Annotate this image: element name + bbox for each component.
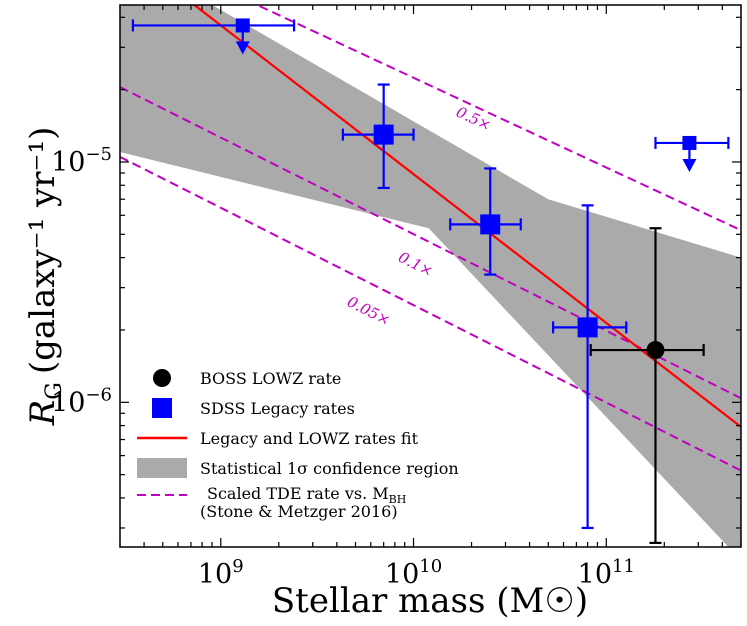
y-axis-label-main: R	[23, 400, 63, 427]
sdss-point-3-marker	[577, 317, 598, 338]
sdss-point-4-marker	[682, 135, 697, 150]
y-tick-label-0: 10−6	[51, 384, 112, 418]
sdss-point-0-marker	[235, 18, 250, 33]
sdss-point-0-limit-arrow	[235, 41, 250, 55]
tde-line-label-2: 0.05×	[344, 293, 393, 330]
tde-line-label-0: 0.5×	[453, 103, 494, 135]
axis-ticks	[119, 5, 742, 547]
tde-line-2	[120, 155, 741, 472]
legend-item-boss: BOSS LOWZ rate	[153, 369, 341, 388]
x-tick-label-2: 1011	[578, 556, 635, 590]
sdss-point-0	[131, 18, 296, 55]
legend-label-tde: Scaled TDE rate vs. MBH	[207, 484, 406, 506]
confidence-region	[120, 5, 741, 547]
sdss-point-4	[654, 135, 730, 172]
legend-marker-region	[137, 458, 187, 478]
legend-item-tde: Scaled TDE rate vs. MBH(Stone & Metzger …	[137, 484, 406, 521]
y-axis-label-unit: (galaxy⁻¹ yr⁻¹)	[23, 127, 63, 375]
legend-marker-sdss	[152, 398, 172, 418]
legend-item-fit: Legacy and LOWZ rates fit	[137, 429, 419, 448]
x-tick-label-0: 109	[198, 556, 244, 590]
plot-frame	[119, 4, 742, 548]
fit-line	[192, 5, 741, 428]
x-axis-label: Stellar mass (M☉)	[272, 581, 588, 621]
legend-marker-boss	[153, 369, 171, 387]
x-tick-label-1: 1010	[385, 556, 442, 590]
tde-line-label-1: 0.1×	[395, 248, 436, 280]
y-axis-label-sub: G	[42, 382, 67, 400]
sdss-point-1	[341, 83, 415, 190]
sdss-point-2-marker	[480, 214, 501, 235]
legend-label-sdss: SDSS Legacy rates	[200, 399, 355, 418]
legend-label-boss: BOSS LOWZ rate	[200, 369, 341, 388]
legend-label-region: Statistical 1σ confidence region	[200, 459, 459, 478]
tick-labels: 109 1010 1011 10−6 10−5	[51, 144, 635, 590]
y-tick-label-1: 10−5	[51, 144, 112, 178]
legend-label-tde-line2: (Stone & Metzger 2016)	[200, 502, 398, 521]
legend-label-fit: Legacy and LOWZ rates fit	[200, 429, 419, 448]
legend-item-region: Statistical 1σ confidence region	[137, 458, 459, 478]
sdss-point-3	[552, 204, 628, 530]
boss-point-marker	[646, 341, 665, 360]
sdss-point-1-marker	[373, 124, 394, 145]
boss-point	[589, 227, 705, 545]
y-axis-label: RG (galaxy⁻¹ yr⁻¹)	[23, 127, 67, 427]
legend: BOSS LOWZ rate SDSS Legacy rates Legacy an…	[137, 369, 459, 521]
sdss-point-4-limit-arrow	[682, 158, 697, 172]
legend-item-sdss: SDSS Legacy rates	[152, 398, 355, 418]
tde-line-0	[254, 5, 741, 232]
sdss-point-2	[449, 167, 522, 276]
